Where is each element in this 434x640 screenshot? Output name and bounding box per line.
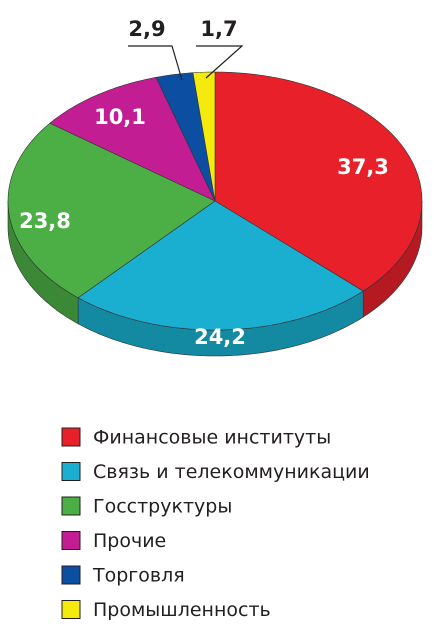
slice (49, 77, 216, 202)
legend-swatch (61, 565, 81, 585)
slice (214, 71, 423, 292)
value-label: 1,7 (200, 17, 237, 41)
legend-swatch (61, 462, 81, 481)
value-label: 23,8 (19, 209, 71, 233)
leader-line (128, 45, 183, 81)
legend-swatch (61, 496, 81, 516)
slice (77, 200, 364, 331)
legend-label: Госструктуры (93, 496, 232, 518)
leader-line (196, 45, 244, 79)
legend-label: Прочие (93, 530, 166, 552)
slice (7, 122, 216, 299)
slice (155, 72, 216, 202)
value-label: 24,2 (194, 325, 246, 349)
value-label: 10,1 (94, 105, 146, 129)
legend-swatch (61, 427, 81, 447)
legend-label: Промышленность (93, 599, 271, 621)
legend-label: Финансовые институты (93, 427, 331, 449)
legend-label: Торговля (92, 565, 185, 587)
legend-label: Связь и телекоммуникации (93, 461, 370, 483)
value-label: 2,9 (128, 17, 165, 41)
legend-swatch (61, 531, 81, 550)
value-label: 37,3 (337, 155, 389, 179)
legend-swatch (61, 600, 81, 619)
